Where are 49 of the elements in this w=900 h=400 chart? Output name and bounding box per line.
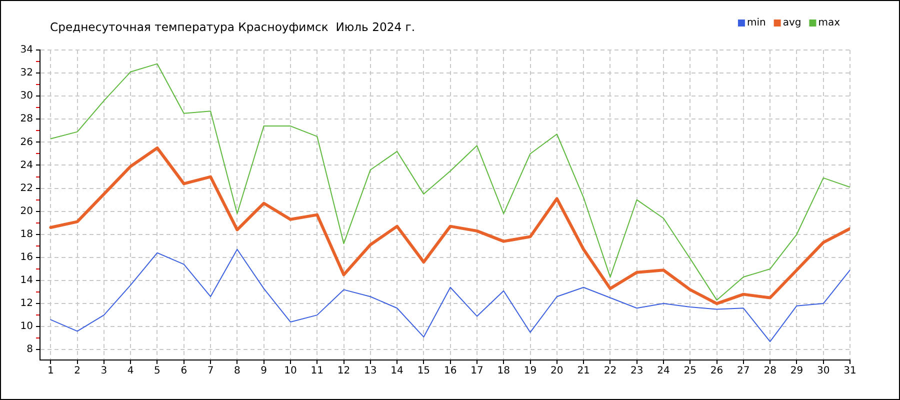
y-tick-label: 14 (20, 275, 33, 286)
x-tick-label: 19 (524, 366, 537, 377)
x-tick-label: 12 (337, 366, 350, 377)
y-tick-label: 26 (20, 136, 33, 148)
x-tick-label: 30 (816, 366, 830, 377)
x-tick-label: 18 (497, 366, 510, 377)
y-tick-label: 30 (20, 90, 33, 102)
y-tick-label: 10 (20, 321, 33, 332)
legend-label: min (746, 18, 766, 29)
x-tick-label: 24 (657, 366, 670, 377)
y-tick-label: 20 (20, 206, 33, 217)
y-tick-label: 18 (20, 228, 33, 240)
x-tick-label: 6 (180, 366, 188, 377)
chart-title: Среднесуточная температура Красноуфимск Июль 2024 г. (50, 20, 416, 34)
x-tick-label: 7 (207, 366, 214, 377)
x-tick-label: 17 (470, 366, 484, 377)
x-tick-label: 28 (764, 366, 776, 377)
x-tick-label: 5 (154, 366, 160, 377)
x-tick-label: 4 (127, 366, 134, 377)
x-tick-label: 25 (684, 366, 696, 377)
x-tick-label: 10 (284, 366, 297, 377)
legend-label: avg (782, 18, 802, 29)
legend-label: max (818, 18, 840, 29)
y-tick-label: 22 (20, 182, 33, 194)
y-tick-label: 12 (20, 298, 33, 310)
y-tick-label: 16 (20, 252, 33, 264)
y-tick-label: 34 (20, 44, 33, 56)
x-tick-label: 26 (710, 366, 724, 377)
y-tick-label: 28 (20, 114, 33, 125)
y-tick-label: 32 (20, 68, 33, 79)
x-tick-label: 27 (737, 366, 750, 377)
x-tick-label: 16 (444, 366, 457, 377)
x-tick-label: 1 (47, 366, 54, 377)
x-tick-label: 22 (604, 366, 617, 377)
x-tick-label: 14 (390, 366, 404, 377)
x-tick-label: 23 (630, 366, 644, 377)
x-tick-label: 29 (790, 366, 804, 377)
x-tick-label: 13 (364, 366, 377, 377)
x-tick-label: 11 (310, 366, 324, 377)
x-tick-label: 9 (260, 366, 268, 377)
x-tick-label: 21 (577, 366, 590, 377)
y-tick-label: 8 (26, 344, 33, 356)
x-tick-label: 15 (417, 366, 430, 377)
x-tick-label: 8 (234, 366, 240, 377)
y-tick-label: 24 (20, 160, 33, 171)
x-tick-label: 2 (74, 366, 80, 377)
x-tick-label: 20 (550, 366, 564, 377)
x-tick-label: 31 (844, 366, 856, 377)
x-tick-label: 3 (100, 366, 108, 377)
